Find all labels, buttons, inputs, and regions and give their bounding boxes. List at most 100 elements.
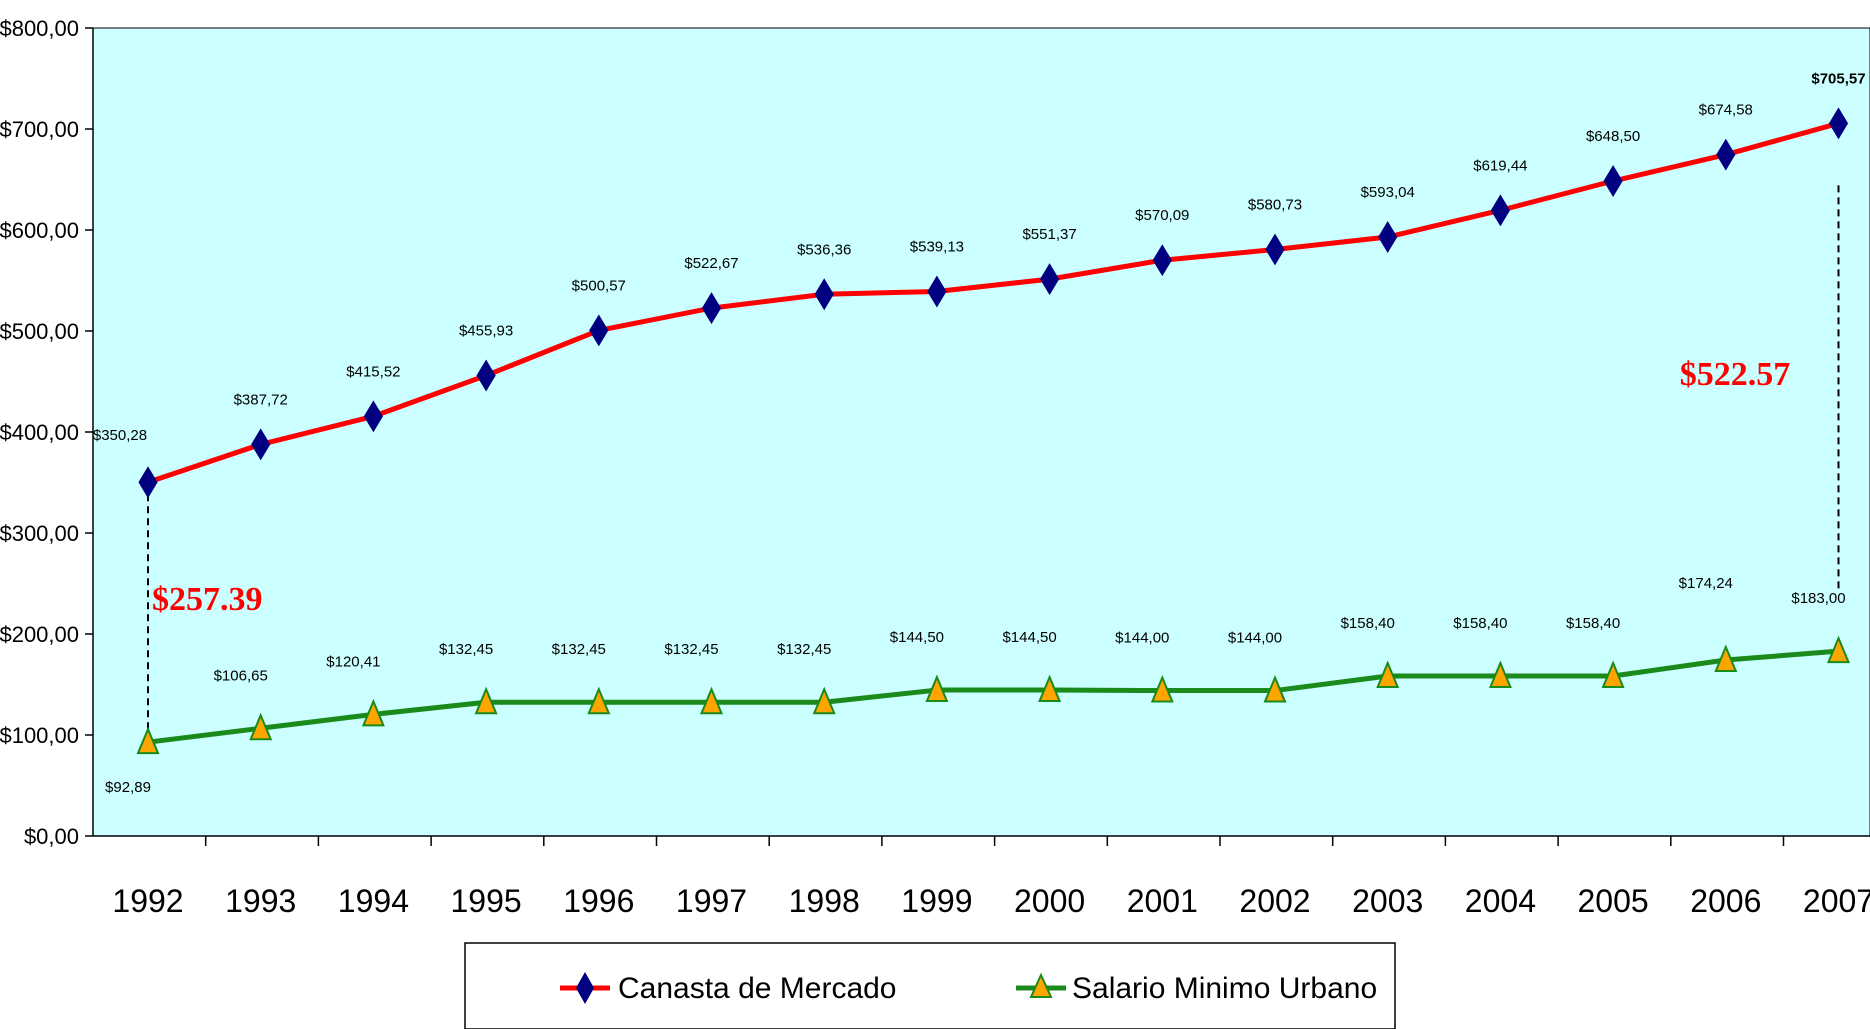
annotation-difference-1992: $257.39 xyxy=(152,581,263,618)
data-point-diamond xyxy=(1265,233,1285,266)
data-label-canasta: $619,44 xyxy=(1473,157,1527,174)
data-label-canasta: $551,37 xyxy=(1022,226,1076,243)
data-label-salario: $92,89 xyxy=(105,779,151,796)
data-point-triangle xyxy=(925,674,949,703)
y-tick-label: $100,00 xyxy=(0,723,79,748)
y-tick-label: $0,00 xyxy=(24,824,79,849)
data-point-diamond xyxy=(1828,107,1849,140)
data-point-diamond xyxy=(1378,221,1398,254)
y-tick-label: $500,00 xyxy=(0,319,79,344)
data-label-salario: $106,65 xyxy=(214,667,268,684)
data-label-salario: $183,00 xyxy=(1791,590,1845,607)
data-point-diamond xyxy=(1716,138,1736,171)
x-tick-label: 1997 xyxy=(676,883,747,919)
data-point-triangle xyxy=(587,686,611,715)
y-tick-label: $200,00 xyxy=(0,622,79,647)
x-tick-label: 2006 xyxy=(1690,883,1761,919)
data-label-canasta: $455,93 xyxy=(459,323,513,340)
data-point-triangle xyxy=(474,686,498,715)
data-point-triangle xyxy=(1376,660,1400,689)
difference-guides xyxy=(147,185,1840,743)
data-label-canasta: $674,58 xyxy=(1699,102,1753,119)
data-point-triangle xyxy=(1150,674,1174,703)
data-label-salario: $144,50 xyxy=(1002,629,1056,646)
data-label-salario: $132,45 xyxy=(664,641,718,658)
x-tick-label: 2005 xyxy=(1578,883,1649,919)
x-tick-label: 1992 xyxy=(112,883,183,919)
data-point-diamond xyxy=(363,400,383,433)
data-point-diamond xyxy=(138,466,158,499)
data-label-canasta: $580,73 xyxy=(1248,196,1302,213)
data-label-salario: $174,24 xyxy=(1679,575,1733,592)
data-point-triangle xyxy=(700,686,723,715)
data-point-triangle xyxy=(1827,635,1850,664)
x-tick-label: 1996 xyxy=(563,883,634,919)
data-label-canasta: $593,04 xyxy=(1361,184,1415,201)
data-label-canasta: $539,13 xyxy=(910,238,964,255)
data-label-salario: $132,45 xyxy=(552,641,606,658)
data-point-triangle xyxy=(1038,674,1062,703)
data-point-diamond xyxy=(1152,244,1172,277)
data-label-canasta: $570,09 xyxy=(1135,207,1189,224)
data-label-salario: $158,40 xyxy=(1341,615,1395,632)
data-point-diamond xyxy=(589,314,609,347)
x-tick-label: 2001 xyxy=(1127,883,1198,919)
data-point-diamond xyxy=(251,428,271,461)
data-label-canasta: $387,72 xyxy=(234,391,288,408)
data-label-salario: $158,40 xyxy=(1566,615,1620,632)
legend-item-canasta: Canasta de Mercado xyxy=(560,972,897,1005)
x-tick-label: 1999 xyxy=(901,883,972,919)
data-label-salario: $120,41 xyxy=(326,653,380,670)
y-tick-label: $400,00 xyxy=(0,420,79,445)
data-label-salario: $132,45 xyxy=(777,641,831,658)
data-label-canasta: $705,57 xyxy=(1811,70,1865,87)
x-tick-label: 1994 xyxy=(338,883,409,919)
legend-diamond-icon xyxy=(576,972,594,1004)
legend-label-canasta: Canasta de Mercado xyxy=(618,972,897,1005)
data-label-salario: $144,00 xyxy=(1228,630,1282,647)
data-point-diamond xyxy=(1490,194,1510,227)
x-tick-label: 1998 xyxy=(789,883,860,919)
plot-area xyxy=(92,27,1870,837)
annotations: $257.39 $522.57 xyxy=(152,356,1790,618)
annotation-difference-2007: $522.57 xyxy=(1680,356,1791,393)
data-label-salario: $132,45 xyxy=(439,641,493,658)
y-tick-label: $800,00 xyxy=(0,16,79,41)
data-point-triangle xyxy=(1601,660,1625,689)
data-label-salario: $158,40 xyxy=(1453,615,1507,632)
legend-box xyxy=(464,942,1396,1029)
data-point-triangle xyxy=(361,698,385,727)
data-point-diamond xyxy=(1603,165,1623,197)
series-layer xyxy=(136,107,1850,755)
data-point-diamond xyxy=(1040,263,1060,296)
data-point-diamond xyxy=(701,292,722,325)
x-tick-label: 1995 xyxy=(451,883,522,919)
data-point-triangle xyxy=(812,686,836,715)
legend-triangle-icon xyxy=(1029,972,1053,998)
data-labels: $350,28 $387,72 $415,52 $455,93 $500,57 $522,… xyxy=(93,70,1866,796)
data-label-salario: $144,00 xyxy=(1115,630,1169,647)
data-point-diamond xyxy=(814,278,834,311)
legend-label-salario: Salario Minimo Urbano xyxy=(1072,972,1377,1005)
data-point-triangle xyxy=(1714,644,1738,673)
data-label-canasta: $350,28 xyxy=(93,427,147,444)
y-tick-label: $300,00 xyxy=(0,521,79,546)
data-label-canasta: $648,50 xyxy=(1586,128,1640,145)
legend-item-salario: Salario Minimo Urbano xyxy=(1016,972,1377,1005)
data-label-salario: $144,50 xyxy=(890,629,944,646)
x-tick-label: 2004 xyxy=(1465,883,1536,919)
y-tick-label: $700,00 xyxy=(0,117,79,142)
legend: Canasta de Mercado Salario Minimo Urbano xyxy=(464,942,1396,1029)
data-point-triangle xyxy=(249,712,273,741)
data-label-canasta: $536,36 xyxy=(797,241,851,258)
series-line-1 xyxy=(147,648,1839,745)
x-tick-label: 1993 xyxy=(225,883,296,919)
data-label-canasta: $500,57 xyxy=(572,277,626,294)
y-axis: $0,00 $100,00 $200,00 $300,00 $400,00 $500,00… xyxy=(0,16,94,849)
x-tick-label: 2003 xyxy=(1352,883,1423,919)
y-tick-label: $600,00 xyxy=(0,218,79,243)
data-point-diamond xyxy=(476,359,496,392)
x-tick-label: 2002 xyxy=(1239,883,1310,919)
series-line-0 xyxy=(147,120,1840,485)
